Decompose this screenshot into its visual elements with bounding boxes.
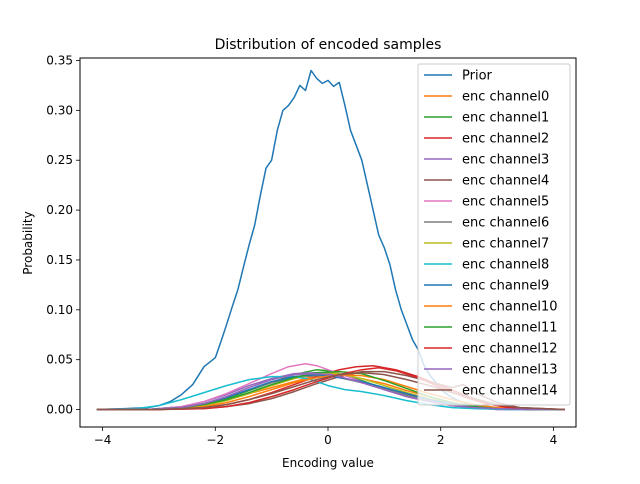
legend-label: enc channel7 xyxy=(462,237,549,252)
x-tick-label: 0 xyxy=(324,433,332,447)
legend-label: enc channel6 xyxy=(462,216,549,231)
legend-label: enc channel1 xyxy=(462,111,549,126)
x-tick-label: −2 xyxy=(206,433,224,447)
legend-label: enc channel12 xyxy=(462,342,558,357)
y-tick-label: 0.20 xyxy=(46,203,73,217)
y-tick-label: 0.05 xyxy=(46,353,73,367)
legend-label: enc channel8 xyxy=(462,258,549,273)
x-tick-label: 2 xyxy=(437,433,445,447)
legend-label: enc channel4 xyxy=(462,174,549,189)
legend-label: enc channel0 xyxy=(462,90,549,105)
legend: Prior enc channel0 enc channel1 enc channel… xyxy=(417,63,571,406)
x-tick-label: −4 xyxy=(94,433,112,447)
y-axis-ticks: 0.00 0.05 0.10 0.15 0.20 0.25 0.30 0.35 xyxy=(46,53,80,417)
legend-label: enc channel10 xyxy=(462,300,558,315)
x-axis-ticks: −4 −2 0 2 4 xyxy=(94,427,558,447)
y-tick-label: 0.30 xyxy=(46,103,73,117)
y-tick-label: 0.10 xyxy=(46,303,73,317)
legend-label: enc channel3 xyxy=(462,153,549,168)
x-tick-label: 4 xyxy=(550,433,558,447)
y-tick-label: 0.25 xyxy=(46,153,73,167)
series-line-9 xyxy=(96,375,565,411)
y-tick-label: 0.35 xyxy=(46,53,73,67)
y-axis-label: Probability xyxy=(21,211,35,274)
legend-label: enc channel11 xyxy=(462,321,558,336)
legend-label: enc channel14 xyxy=(462,384,558,399)
legend-label: enc channel2 xyxy=(462,132,549,147)
y-tick-label: 0.00 xyxy=(46,403,73,417)
legend-label: Prior xyxy=(462,69,493,84)
legend-label: enc channel5 xyxy=(462,195,549,210)
legend-label: enc channel13 xyxy=(462,363,558,378)
legend-box xyxy=(417,63,571,406)
series-line-12 xyxy=(96,370,565,411)
chart-title: Distribution of encoded samples xyxy=(215,37,442,53)
x-axis-label: Encoding value xyxy=(282,456,374,470)
y-tick-label: 0.15 xyxy=(46,253,73,267)
plot-frame xyxy=(79,57,577,428)
legend-label: enc channel9 xyxy=(462,279,549,294)
